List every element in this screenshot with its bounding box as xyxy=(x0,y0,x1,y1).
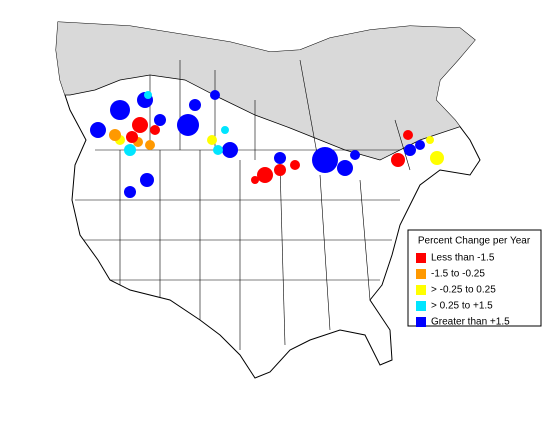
legend-label: > -0.25 to 0.25 xyxy=(431,285,496,296)
legend-label: Less than -1.5 xyxy=(431,253,495,264)
legend-swatch xyxy=(416,317,426,327)
legend-swatch xyxy=(416,269,426,279)
region-shading xyxy=(56,22,480,350)
land xyxy=(55,21,481,379)
legend-swatch xyxy=(416,301,426,311)
legend-swatch xyxy=(416,285,426,295)
legend: Percent Change per Year Less than -1.5 -1… xyxy=(407,229,542,328)
legend-label: -1.5 to -0.25 xyxy=(431,269,485,280)
legend-title: Percent Change per Year xyxy=(418,236,531,247)
trend-blobs xyxy=(90,90,444,198)
boundaries xyxy=(75,59,411,350)
legend-label: Greater than +1.5 xyxy=(431,317,510,328)
legend-box xyxy=(407,229,542,327)
legend-label: > 0.25 to +1.5 xyxy=(431,301,493,312)
legend-swatch xyxy=(416,253,426,263)
